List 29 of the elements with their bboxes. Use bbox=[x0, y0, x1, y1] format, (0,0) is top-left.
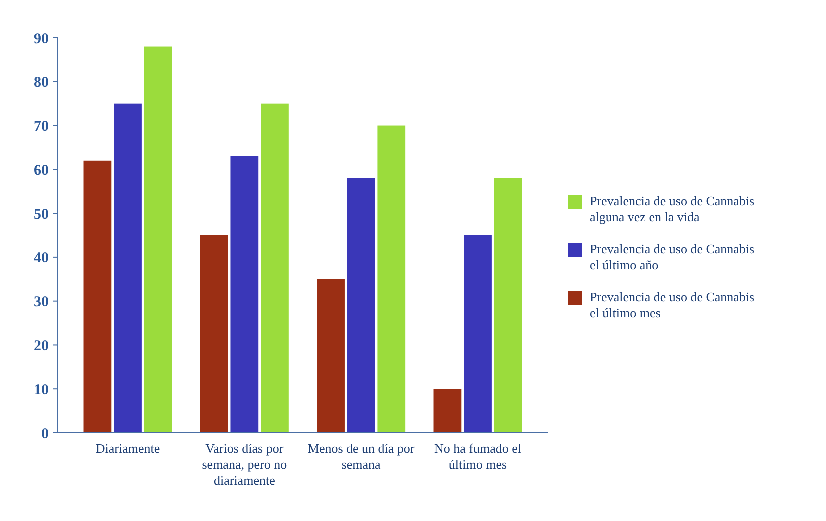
y-tick-label: 80 bbox=[34, 75, 49, 92]
bar bbox=[494, 178, 522, 433]
legend-label: Prevalencia de uso de Cannabis el último mes bbox=[590, 290, 755, 320]
legend-label: Prevalencia de uso de Cannabis alguna vez en la vida bbox=[590, 194, 755, 224]
x-tick-label: No ha fumado el último mes bbox=[434, 441, 522, 472]
bar bbox=[434, 389, 462, 433]
bar bbox=[84, 160, 112, 433]
x-tick-label: Diariamente bbox=[96, 441, 160, 456]
y-tick-label: 30 bbox=[34, 294, 49, 311]
y-tick-label: 0 bbox=[42, 426, 49, 442]
bar bbox=[114, 104, 142, 433]
bar bbox=[144, 46, 172, 433]
y-tick-label: 70 bbox=[34, 119, 49, 136]
legend-label: Prevalencia de uso de Cannabis el último año bbox=[590, 242, 755, 272]
x-tick-label: Varios días por semana, pero no diariamente bbox=[202, 441, 288, 488]
bar bbox=[317, 279, 345, 433]
y-tick-label: 10 bbox=[34, 382, 49, 398]
y-tick-label: 60 bbox=[34, 162, 49, 179]
bar bbox=[230, 156, 259, 433]
bar bbox=[378, 126, 406, 433]
y-tick-label: 20 bbox=[34, 338, 49, 354]
bar bbox=[347, 178, 376, 433]
y-tick-label: 50 bbox=[34, 206, 49, 223]
bar bbox=[464, 236, 492, 433]
y-tick-label: 90 bbox=[34, 31, 49, 48]
y-tick-label: 40 bbox=[34, 250, 49, 267]
bar bbox=[261, 104, 289, 433]
bar bbox=[200, 236, 228, 433]
x-tick-label: Menos de un día por semana bbox=[308, 441, 416, 472]
